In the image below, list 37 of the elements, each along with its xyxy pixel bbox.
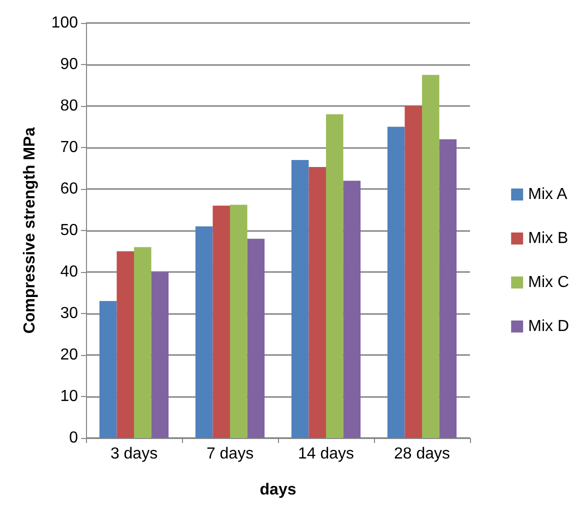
bar [308,167,326,438]
y-tick-label: 0 [69,430,78,446]
legend-label: Mix C [528,274,570,291]
x-tick-label: 7 days [206,446,254,462]
bar [99,301,117,438]
x-tick-label: 14 days [298,446,354,462]
y-tick-label: 20 [60,346,78,364]
bar [230,204,248,438]
bar [195,226,213,438]
legend-label: Mix A [528,186,568,203]
bar [291,160,309,438]
bar [326,114,344,438]
bar [212,206,230,438]
y-tick-label: 40 [60,264,78,280]
bar [134,247,152,438]
bar [247,238,265,438]
y-tick-label: 60 [60,180,78,198]
bar [343,180,361,438]
y-tick-label: 70 [60,139,78,156]
bar [422,74,440,438]
y-tick-label: 100 [51,14,78,32]
bar [116,251,134,438]
y-tick-label: 80 [60,98,78,114]
bar [387,126,405,438]
x-tick-label: 3 days [110,446,158,462]
y-tick-label: 30 [60,305,78,322]
bar [404,106,422,438]
bar [151,272,169,438]
y-tick-label: 10 [60,388,78,405]
legend-label: Mix B [528,230,568,247]
legend-label: Mix D [528,318,570,335]
y-axis-title: Compressive strength MPa [22,127,38,334]
y-tick-label: 50 [60,222,78,239]
y-tick-label: 90 [60,56,78,73]
bar [439,139,457,438]
x-axis-title: days [260,482,296,498]
x-tick-label: 28 days [394,446,450,462]
